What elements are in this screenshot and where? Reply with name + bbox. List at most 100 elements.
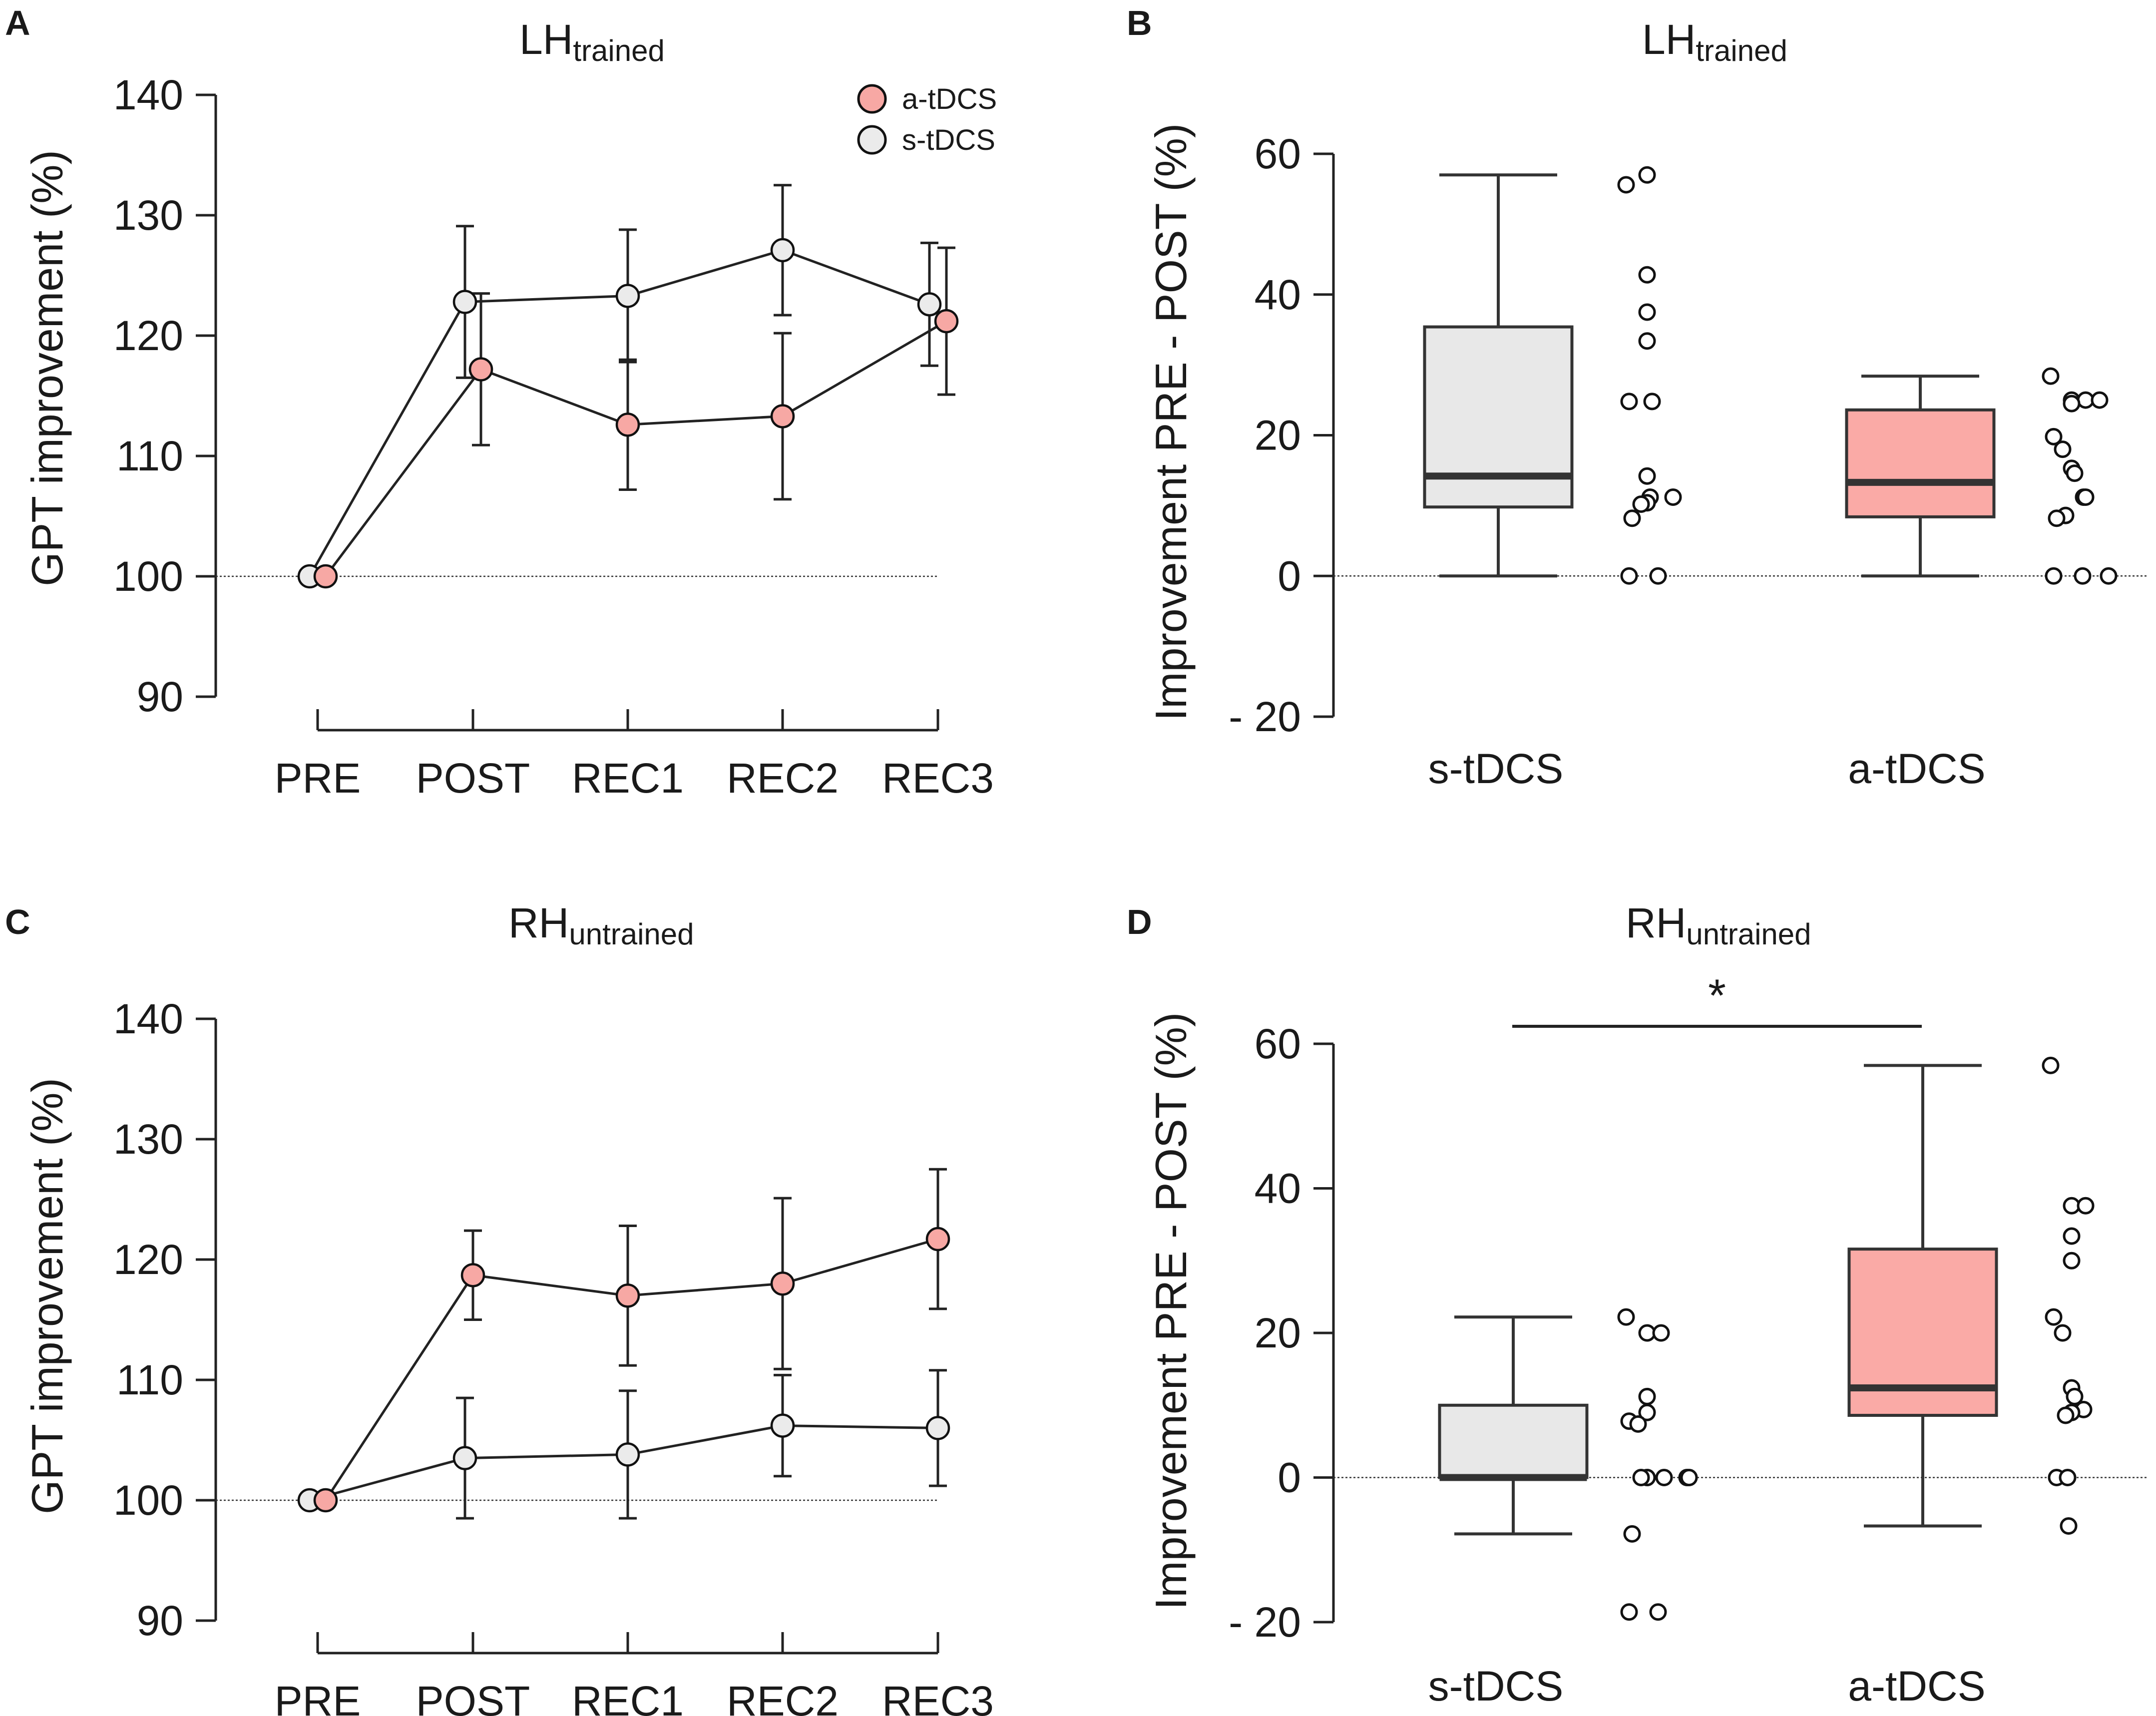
panel-label-c: C (5, 902, 30, 941)
y-tick-label: 90 (137, 1597, 183, 1644)
box-iqr (1423, 325, 1574, 509)
jitter-point (1632, 1469, 1650, 1486)
data-point-a-tDCS (925, 1227, 950, 1252)
y-axis-label-b: Improvement PRE - POST (%) (1146, 123, 1196, 721)
jitter-point (2042, 367, 2060, 385)
jitter-point (1620, 393, 1638, 411)
x-tick-label: REC3 (882, 1678, 994, 1716)
jitter-point (1623, 1525, 1641, 1543)
jitter-point (2054, 1324, 2072, 1342)
jitter-point (1638, 467, 1656, 485)
x-tick-label: REC3 (882, 755, 994, 802)
title-a-sub: trained (573, 34, 664, 67)
x-tick-label: PRE (275, 1678, 361, 1716)
jitter-point (2045, 567, 2063, 585)
jitter-point (1638, 1387, 1656, 1405)
x-tick-label: REC2 (727, 1678, 839, 1716)
y-tick-label: 110 (116, 432, 183, 479)
y-tick-label: 20 (1255, 412, 1301, 459)
title-c-sub: untrained (569, 917, 694, 951)
title-d: RHuntrained (1626, 899, 1811, 951)
data-point-a-tDCS (313, 564, 338, 589)
legend-label-a-tdcs: a-tDCS (902, 83, 997, 115)
title-b-main: LH (1642, 16, 1696, 63)
legend-label-s-tdcs: s-tDCS (902, 124, 995, 156)
panel-label-b: B (1127, 3, 1152, 42)
x-category-label: s-tDCS (1428, 1663, 1564, 1710)
jitter-point (1617, 176, 1635, 194)
y-tick-label: 130 (113, 192, 183, 239)
jitter-point (2091, 391, 2109, 409)
data-point-a-tDCS (460, 1263, 485, 1287)
jitter-point (2077, 488, 2095, 506)
x-tick-label: PRE (275, 755, 361, 802)
jitter-point (2063, 395, 2081, 413)
jitter-point (2074, 567, 2092, 585)
x-tick-label: REC2 (727, 755, 839, 802)
jitter-point (1638, 332, 1656, 350)
box-iqr (1438, 1403, 1589, 1479)
jitter-point (2066, 464, 2084, 482)
jitter-point (2057, 1406, 2075, 1424)
jitter-point (1643, 393, 1661, 411)
y-tick-label: 0 (1278, 1454, 1301, 1501)
jitter-point (1638, 1403, 1656, 1421)
box-iqr (1845, 408, 1996, 518)
y-tick-label: 60 (1255, 1020, 1301, 1067)
jitter-point (1632, 495, 1650, 513)
jitter-point (2059, 1469, 2077, 1486)
jitter-point (1638, 166, 1656, 184)
y-tick-label: 0 (1278, 552, 1301, 599)
y-axis-label-c: GPT improvement (%) (22, 1078, 72, 1514)
significance-star: * (1708, 970, 1726, 1021)
jitter-point (1649, 1603, 1667, 1621)
title-d-main: RH (1626, 899, 1686, 946)
title-c-main: RH (508, 899, 569, 946)
data-point-s-tDCS (917, 292, 942, 317)
y-tick-label: 110 (116, 1356, 183, 1403)
x-tick-label: REC1 (572, 755, 684, 802)
title-a: LHtrained (519, 16, 665, 67)
legend: a-tDCS s-tDCS (857, 83, 997, 156)
data-point-s-tDCS (452, 290, 477, 314)
y-tick-label: 100 (113, 553, 183, 600)
x-tick-label: POST (416, 755, 530, 802)
data-point-a-tDCS (615, 413, 640, 437)
y-tick-label: - 20 (1229, 1599, 1301, 1646)
jitter-point (2063, 1252, 2081, 1270)
title-b: LHtrained (1642, 16, 1787, 67)
line-panel-c: 90 100 110 120 130 140 PRE POST REC1 REC2 REC3 (113, 995, 994, 1716)
box-panel-b: - 20 0 20 40 60 s-tDCS a-tDCS (1229, 130, 2148, 792)
data-point-a-tDCS (468, 357, 493, 382)
jitter-point (1655, 1469, 1673, 1486)
jitter-point (2066, 1387, 2084, 1405)
data-point-s-tDCS (770, 1413, 795, 1438)
data-point-a-tDCS (615, 1284, 640, 1308)
data-point-a-tDCS (770, 1271, 795, 1296)
jitter-point (2042, 1056, 2060, 1074)
y-tick-label: 120 (113, 312, 183, 359)
jitter-point (1617, 1308, 1635, 1326)
data-point-s-tDCS (452, 1446, 477, 1470)
y-tick-label: 90 (137, 673, 183, 720)
panel-label-d: D (1127, 902, 1152, 941)
jitter-point (2054, 440, 2072, 458)
x-category-label: s-tDCS (1428, 745, 1564, 792)
jitter-point (1620, 1603, 1638, 1621)
jitter-point (1629, 1415, 1647, 1433)
y-tick-label: 140 (113, 995, 183, 1042)
jitter-point (1620, 567, 1638, 585)
data-point-a-tDCS (770, 404, 795, 429)
y-axis-label-d: Improvement PRE - POST (%) (1146, 1012, 1196, 1610)
data-point-a-tDCS (313, 1488, 338, 1513)
jitter-point (1652, 1324, 1670, 1342)
jitter-point (2060, 1517, 2078, 1535)
y-tick-label: 130 (113, 1116, 183, 1163)
y-tick-label: 120 (113, 1236, 183, 1283)
data-point-s-tDCS (925, 1416, 950, 1440)
significance-bracket: * (1512, 970, 1922, 1028)
jitter-point (1623, 509, 1641, 527)
y-tick-label: 100 (113, 1477, 183, 1524)
y-tick-label: 20 (1255, 1309, 1301, 1356)
